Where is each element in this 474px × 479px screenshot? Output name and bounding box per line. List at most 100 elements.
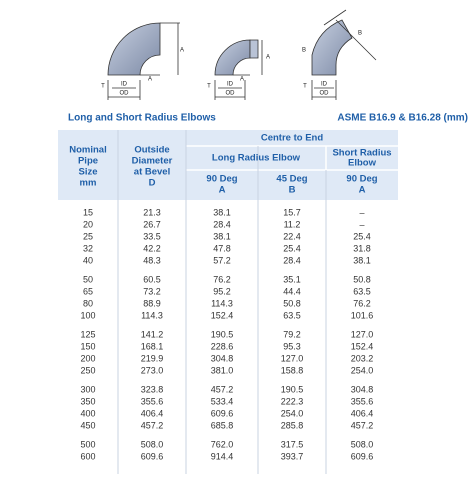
cell: 50 — [83, 274, 93, 284]
cell: 406.4 — [351, 408, 374, 418]
diagram-label: T — [303, 84, 307, 90]
cell: 762.0 — [211, 439, 234, 449]
header-cell: Elbow — [348, 158, 377, 169]
diagram-label: A — [240, 77, 244, 83]
header-cell: Long Radius Elbow — [212, 153, 301, 164]
diagram-label: ID — [121, 82, 128, 88]
cell: 158.8 — [281, 365, 304, 375]
cell: 285.8 — [281, 420, 304, 430]
header-cell: A — [219, 185, 226, 196]
cell: 44.4 — [283, 286, 301, 296]
header-cell: 90 Deg — [346, 174, 377, 185]
standard: ASME B16.9 & B16.28 (mm) — [337, 113, 468, 124]
cell: 304.8 — [211, 353, 234, 363]
cell: 26.7 — [143, 219, 161, 229]
cell: 15 — [83, 207, 93, 217]
diagram-label: OD — [120, 91, 130, 97]
cell: 304.8 — [351, 384, 374, 394]
cell: 393.7 — [281, 451, 304, 461]
header-cell: Short Radius — [332, 148, 391, 159]
header-cell: A — [359, 185, 366, 196]
cell: 76.2 — [213, 274, 231, 284]
diagram-label: B — [302, 48, 306, 54]
cell: 60.5 — [143, 274, 161, 284]
cell: 168.1 — [141, 341, 164, 351]
cell: – — [359, 219, 364, 229]
cell: 152.4 — [351, 341, 374, 351]
cell: 457.2 — [211, 384, 234, 394]
header-cell: Outside — [134, 145, 169, 156]
cell: 500 — [80, 439, 95, 449]
cell: 350 — [80, 396, 95, 406]
diagram-label: B — [358, 31, 362, 37]
cell: 80 — [83, 298, 93, 308]
cell: 400 — [80, 408, 95, 418]
cell: 190.5 — [211, 329, 234, 339]
cell: 254.0 — [281, 408, 304, 418]
cell: 11.2 — [284, 219, 301, 229]
cell: 50.8 — [283, 298, 301, 308]
elbow-90-short — [214, 39, 263, 100]
cell: 254.0 — [351, 365, 374, 375]
cell: 219.9 — [141, 353, 164, 363]
cell: 101.6 — [351, 310, 374, 320]
diagram-label: T — [101, 84, 105, 90]
elbow-90-long — [107, 22, 180, 100]
diagram-label: A — [266, 55, 270, 61]
cell: 28.4 — [283, 255, 301, 265]
cell: 31.8 — [353, 243, 371, 253]
cell: 22.4 — [283, 231, 301, 241]
header-cell: Nominal — [69, 145, 106, 156]
cell: 222.3 — [281, 396, 304, 406]
cell: 685.8 — [211, 420, 234, 430]
cell: 300 — [80, 384, 95, 394]
cell: 38.1 — [213, 207, 231, 217]
cell: 88.9 — [143, 298, 161, 308]
cell: 457.2 — [141, 420, 164, 430]
cell: 127.0 — [281, 353, 304, 363]
cell: 914.4 — [211, 451, 234, 461]
cell: 317.5 — [281, 439, 304, 449]
cell: 79.2 — [283, 329, 301, 339]
cell: 127.0 — [351, 329, 374, 339]
cell: 25.4 — [283, 243, 301, 253]
diagram-label: OD — [320, 91, 330, 97]
header-bg — [58, 130, 398, 200]
cell: 28.4 — [213, 219, 231, 229]
cell: 450 — [80, 420, 95, 430]
title: Long and Short Radius Elbows — [68, 113, 216, 124]
cell: 355.6 — [141, 396, 164, 406]
cell: 42.2 — [143, 243, 161, 253]
cell: 381.0 — [211, 365, 234, 375]
diagram-label: ID — [227, 82, 234, 88]
cell: 406.4 — [141, 408, 164, 418]
cell: 76.2 — [353, 298, 371, 308]
cell: 323.8 — [141, 384, 164, 394]
cell: 600 — [80, 451, 95, 461]
cell: 32 — [83, 243, 93, 253]
cell: 250 — [80, 365, 95, 375]
cell: 114.3 — [141, 310, 163, 320]
cell: 533.4 — [211, 396, 234, 406]
header-cell: Diameter — [132, 156, 173, 167]
cell: 73.2 — [143, 286, 161, 296]
diagram-label: A — [148, 77, 152, 83]
cell: 457.2 — [351, 420, 374, 430]
cell: 15.7 — [283, 207, 301, 217]
elbow-45 — [311, 9, 377, 100]
cell: 203.2 — [351, 353, 374, 363]
header-cell: Pipe — [78, 156, 98, 167]
cell: 100 — [80, 310, 95, 320]
cell: – — [359, 207, 364, 217]
header-cell: Size — [78, 167, 97, 178]
header-cell: at Bevel — [134, 167, 170, 178]
diagram-label: ID — [321, 82, 328, 88]
cell: 35.1 — [283, 274, 301, 284]
cell: 40 — [83, 255, 93, 265]
cell: 38.1 — [213, 231, 231, 241]
cell: 114.3 — [211, 298, 233, 308]
cell: 95.3 — [283, 341, 301, 351]
cell: 63.5 — [353, 286, 371, 296]
